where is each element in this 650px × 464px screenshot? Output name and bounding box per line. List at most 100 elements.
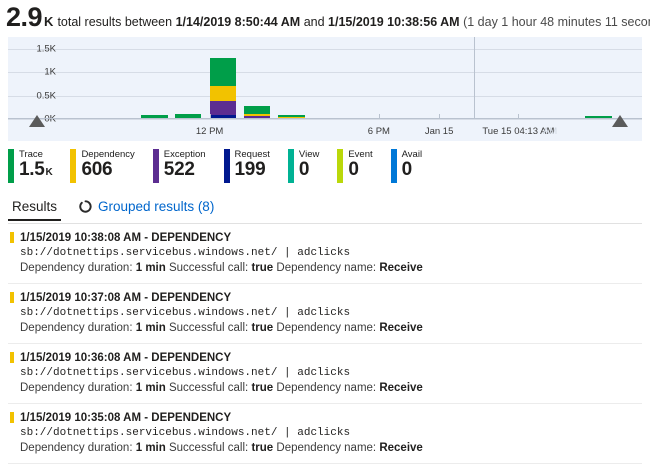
timeline-chart[interactable]: 0K 0.5K 1K 1.5K 12 PM 6 PM Jan 15 Tue 15 04:13… xyxy=(8,37,642,141)
result-meta: Dependency duration: 1 min Successful ca… xyxy=(20,381,642,396)
chart-gridline xyxy=(8,119,642,120)
metric-tile-value: 199 xyxy=(234,159,266,180)
result-meta: Dependency duration: 1 min Successful ca… xyxy=(20,321,642,336)
summary-conjunction: and xyxy=(303,15,325,29)
result-success-label: Successful call: xyxy=(168,442,249,454)
chart-bar-segment xyxy=(278,114,305,118)
chart-x-tick xyxy=(439,114,441,119)
result-url: sb://dotnettips.servicebus.windows.net/ … xyxy=(20,307,351,319)
chart-bar-segment xyxy=(584,116,612,119)
metric-tile-unit: K xyxy=(45,167,53,178)
metric-tile-color-bar xyxy=(337,149,344,183)
chart-bar[interactable] xyxy=(209,57,237,119)
tab-grouped-results[interactable]: Grouped results (8) xyxy=(75,199,218,220)
metric-tile-dependency[interactable]: Dependency 606 xyxy=(70,149,152,183)
chart-y-tick-label: 1K xyxy=(44,66,56,78)
chart-bar-segment xyxy=(243,113,271,117)
range-duration: (1 day 1 hour 48 minutes 11 seconds) xyxy=(463,15,650,29)
result-timestamp: 1/15/2019 10:35:08 AM - DEPENDENCY xyxy=(20,412,232,424)
result-name-value: Receive xyxy=(379,322,423,334)
result-meta: Dependency duration: 1 min Successful ca… xyxy=(20,441,642,456)
chart-bar-segment xyxy=(243,116,271,119)
range-end-handle[interactable] xyxy=(611,115,628,127)
metric-tile-label: Request xyxy=(234,149,270,160)
tab-results-label: Results xyxy=(12,198,58,214)
chart-bar-segment xyxy=(141,114,168,119)
result-timestamp: 1/15/2019 10:38:08 AM - DEPENDENCY xyxy=(20,232,232,244)
metric-tile-label: View xyxy=(298,149,320,160)
metric-tile-value: 0 xyxy=(401,159,413,180)
metric-tile-label: Trace xyxy=(19,149,43,160)
chart-x-axis xyxy=(8,118,642,119)
chart-bar[interactable] xyxy=(174,114,202,119)
result-severity-bar xyxy=(10,352,14,363)
metric-tile-color-bar xyxy=(390,149,397,183)
total-count-unit: K xyxy=(44,14,54,29)
result-duration-label: Dependency duration: xyxy=(20,262,133,274)
result-url: sb://dotnettips.servicebus.windows.net/ … xyxy=(20,427,351,439)
result-row[interactable]: 1/15/2019 10:38:08 AM - DEPENDENCY sb://d… xyxy=(8,224,642,284)
chart-bar-segment xyxy=(209,85,237,102)
chart-bar-segment xyxy=(243,105,271,114)
result-name-value: Receive xyxy=(379,442,423,454)
metric-tile-value: 0 xyxy=(298,159,310,180)
metric-tile-view[interactable]: View 0 xyxy=(287,149,337,183)
chart-x-tick-label: Tue 15 04:13 AM xyxy=(482,126,555,137)
chart-bar-segment xyxy=(209,115,237,119)
result-timestamp: 1/15/2019 10:37:08 AM - DEPENDENCY xyxy=(20,292,232,304)
chart-bar-segment xyxy=(209,101,237,116)
result-duration-label: Dependency duration: xyxy=(20,442,133,454)
range-start-handle[interactable] xyxy=(28,115,45,127)
chart-bar[interactable] xyxy=(141,114,168,119)
chart-plot-area[interactable]: 0K 0.5K 1K 1.5K xyxy=(8,37,642,125)
result-duration-label: Dependency duration: xyxy=(20,382,133,394)
chart-x-tick xyxy=(378,114,380,119)
result-row[interactable]: 1/15/2019 10:37:08 AM - DEPENDENCY sb://d… xyxy=(8,284,642,344)
result-name-label: Dependency name: xyxy=(276,382,377,394)
metric-tile-request[interactable]: Request 199 xyxy=(223,149,288,183)
result-timestamp: 1/15/2019 10:36:08 AM - DEPENDENCY xyxy=(20,352,232,364)
result-duration-label: Dependency duration: xyxy=(20,322,133,334)
metric-tile-event[interactable]: Event 0 xyxy=(337,149,390,183)
metric-tile-value: 606 xyxy=(81,159,113,180)
result-duration-value: 1 min xyxy=(135,442,166,454)
metric-tile-trace[interactable]: Trace 1.5K xyxy=(8,149,70,183)
chart-x-tick xyxy=(518,114,520,119)
metric-tile-avail[interactable]: Avail 0 xyxy=(390,149,440,183)
metric-tile-label: Dependency xyxy=(81,149,135,160)
chart-x-tick-label-occluded: AM xyxy=(542,126,558,137)
metric-tile-exception[interactable]: Exception 522 xyxy=(152,149,224,183)
result-row[interactable]: 1/15/2019 10:36:08 AM - DEPENDENCY sb://d… xyxy=(8,344,642,404)
chart-bar-segment xyxy=(174,114,202,119)
range-start-time: 1/14/2019 8:50:44 AM xyxy=(175,15,301,29)
chart-bar-segment xyxy=(209,57,237,86)
chart-gridline xyxy=(8,48,642,50)
metric-tile-label: Event xyxy=(348,149,373,160)
metric-tile-color-bar xyxy=(70,149,77,183)
results-list: 1/15/2019 10:38:08 AM - DEPENDENCY sb://d… xyxy=(8,224,642,464)
result-duration-value: 1 min xyxy=(135,262,166,274)
chart-x-tick-label: 6 PM xyxy=(367,126,390,137)
result-success-value: true xyxy=(251,382,274,394)
result-success-label: Successful call: xyxy=(168,322,249,334)
result-name-label: Dependency name: xyxy=(276,262,377,274)
chart-y-tick-label: 0K xyxy=(44,113,56,125)
results-tabs: Results Grouped results (8) xyxy=(8,195,642,224)
total-count: 2.9 xyxy=(6,2,43,32)
tab-results[interactable]: Results xyxy=(8,198,62,221)
summary-prefix: total results between xyxy=(57,15,173,29)
summary-header: 2.9 K total results between 1/14/2019 8:… xyxy=(0,0,650,37)
spinner-icon xyxy=(79,199,92,213)
result-severity-bar xyxy=(10,412,14,423)
metric-tile-color-bar xyxy=(287,149,294,183)
summary-text: total results between 1/14/2019 8:50:44 … xyxy=(57,15,650,29)
chart-gridline xyxy=(8,72,642,74)
result-row[interactable]: 1/15/2019 10:35:08 AM - DEPENDENCY sb://d… xyxy=(8,404,642,464)
result-severity-bar xyxy=(10,292,14,303)
metric-tile-color-bar xyxy=(223,149,230,183)
result-url: sb://dotnettips.servicebus.windows.net/ … xyxy=(20,367,351,379)
result-success-value: true xyxy=(251,442,274,454)
chart-bar[interactable] xyxy=(243,105,271,119)
result-meta: Dependency duration: 1 min Successful ca… xyxy=(20,261,642,276)
result-success-value: true xyxy=(251,322,274,334)
